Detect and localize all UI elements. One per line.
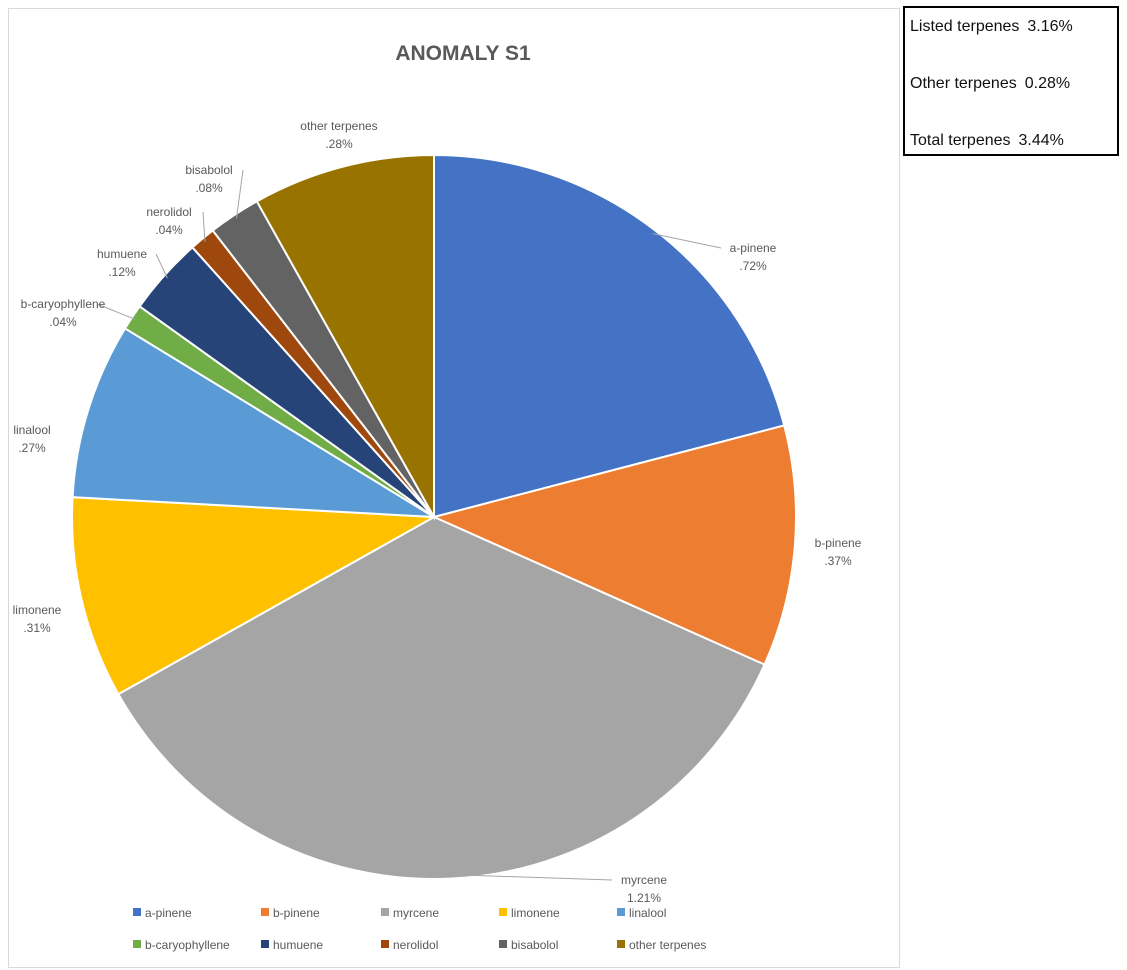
- leader-line-myrcene: [450, 874, 613, 881]
- leader-line-a-pinene: [652, 233, 722, 249]
- leader-line-humuene: [155, 253, 168, 279]
- data-label-name-a-pinene: a-pinene: [730, 241, 777, 255]
- summary-label: Total terpenes: [910, 132, 1011, 149]
- chart-title: ANOMALY S1: [395, 42, 531, 65]
- legend-swatch-b-caryophyllene: [133, 940, 141, 948]
- legend-label-a-pinene: a-pinene: [145, 906, 192, 920]
- legend-swatch-linalool: [617, 908, 625, 916]
- data-label-value-humuene: .12%: [108, 265, 136, 279]
- pie-chart: ANOMALY S1 a-pinene .72% b-pinene .37% myrce…: [13, 42, 862, 952]
- legend-swatch-myrcene: [381, 908, 389, 916]
- legend-swatch-humuene: [261, 940, 269, 948]
- summary-value: 3.16%: [1027, 18, 1073, 35]
- data-label-value-myrcene: 1.21%: [627, 891, 661, 905]
- legend-label-other-terpenes: other terpenes: [629, 938, 706, 952]
- leader-line-bisabolol: [235, 169, 244, 219]
- legend-label-bisabolol: bisabolol: [511, 938, 558, 952]
- summary-value: 3.44%: [1018, 132, 1064, 149]
- data-label-value-b-caryophyllene: .04%: [49, 315, 77, 329]
- data-label-name-humuene: humuene: [97, 247, 147, 261]
- data-label-value-nerolidol: .04%: [155, 223, 183, 237]
- pie-slice-myrcene: [116, 515, 766, 880]
- legend-label-linalool: linalool: [629, 906, 666, 920]
- legend-item-bisabolol: bisabolol: [499, 938, 558, 952]
- legend-swatch-b-pinene: [261, 908, 269, 916]
- data-label-value-limonene: .31%: [23, 621, 51, 635]
- legend-label-b-caryophyllene: b-caryophyllene: [145, 938, 230, 952]
- data-label-value-bisabolol: .08%: [195, 181, 223, 195]
- summary-row: Total terpenes 3.44%: [910, 132, 1064, 150]
- data-label-name-nerolidol: nerolidol: [146, 205, 191, 219]
- data-label-name-limonene: limonene: [13, 603, 62, 617]
- summary-row: Listed terpenes 3.16%: [910, 18, 1073, 36]
- summary-value: 0.28%: [1024, 75, 1071, 92]
- data-label-value-other-terpenes: .28%: [325, 137, 353, 151]
- legend-label-nerolidol: nerolidol: [393, 938, 438, 952]
- chart-area: ANOMALY S1 a-pinene .72% b-pinene .37% myrce…: [8, 8, 900, 968]
- pie-slice-other-terpenes: [255, 153, 435, 521]
- pie-slices: [71, 153, 797, 880]
- legend-swatch-other-terpenes: [617, 940, 625, 948]
- legend-item-b-caryophyllene: b-caryophyllene: [133, 938, 230, 952]
- leader-line-nerolidol: [202, 211, 206, 242]
- legend-label-b-pinene: b-pinene: [273, 906, 320, 920]
- data-label-name-other-terpenes: other terpenes: [300, 119, 377, 133]
- data-label-name-linalool: linalool: [13, 423, 50, 437]
- pie-slice-limonene: [71, 496, 438, 696]
- legend-swatch-a-pinene: [133, 908, 141, 916]
- leader-lines: [96, 169, 722, 881]
- legend-swatch-nerolidol: [381, 940, 389, 948]
- legend-item-other-terpenes: other terpenes: [617, 938, 706, 952]
- legend-item-b-pinene: b-pinene: [261, 906, 320, 920]
- legend-label-limonene: limonene: [511, 906, 560, 920]
- legend-swatch-limonene: [499, 908, 507, 916]
- legend-item-nerolidol: nerolidol: [381, 938, 438, 952]
- legend-item-myrcene: myrcene: [381, 906, 439, 920]
- data-label-value-b-pinene: .37%: [824, 554, 852, 568]
- legend-item-limonene: limonene: [499, 906, 560, 920]
- data-label-name-bisabolol: bisabolol: [185, 163, 232, 177]
- pie-slice-linalool: [71, 327, 435, 518]
- data-label-value-a-pinene: .72%: [739, 259, 767, 273]
- data-label-value-linalool: .27%: [18, 441, 46, 455]
- data-label-name-myrcene: myrcene: [621, 873, 667, 887]
- leader-line-b-caryophyllene: [96, 303, 136, 320]
- summary-label: Listed terpenes: [910, 18, 1020, 35]
- legend-label-humuene: humuene: [273, 938, 323, 952]
- data-labels: a-pinene .72% b-pinene .37% myrcene 1.21% limo…: [13, 119, 862, 905]
- summary-row: Other terpenes 0.28%: [910, 75, 1070, 93]
- legend-item-linalool: linalool: [617, 906, 666, 920]
- legend-item-humuene: humuene: [261, 938, 323, 952]
- summary-label: Other terpenes: [910, 75, 1017, 92]
- legend-label-myrcene: myrcene: [393, 906, 439, 920]
- data-label-name-b-pinene: b-pinene: [815, 536, 862, 550]
- pie-slice-a-pinene: [433, 153, 786, 519]
- data-label-name-b-caryophyllene: b-caryophyllene: [21, 297, 106, 311]
- terpene-summary-box: Listed terpenes 3.16% Other terpenes 0.28% T…: [903, 6, 1119, 156]
- legend: a-pinene b-pinene myrcene limonene linalool b…: [133, 906, 706, 952]
- pie-slice-b-pinene: [430, 424, 797, 666]
- legend-swatch-bisabolol: [499, 940, 507, 948]
- legend-item-a-pinene: a-pinene: [133, 906, 192, 920]
